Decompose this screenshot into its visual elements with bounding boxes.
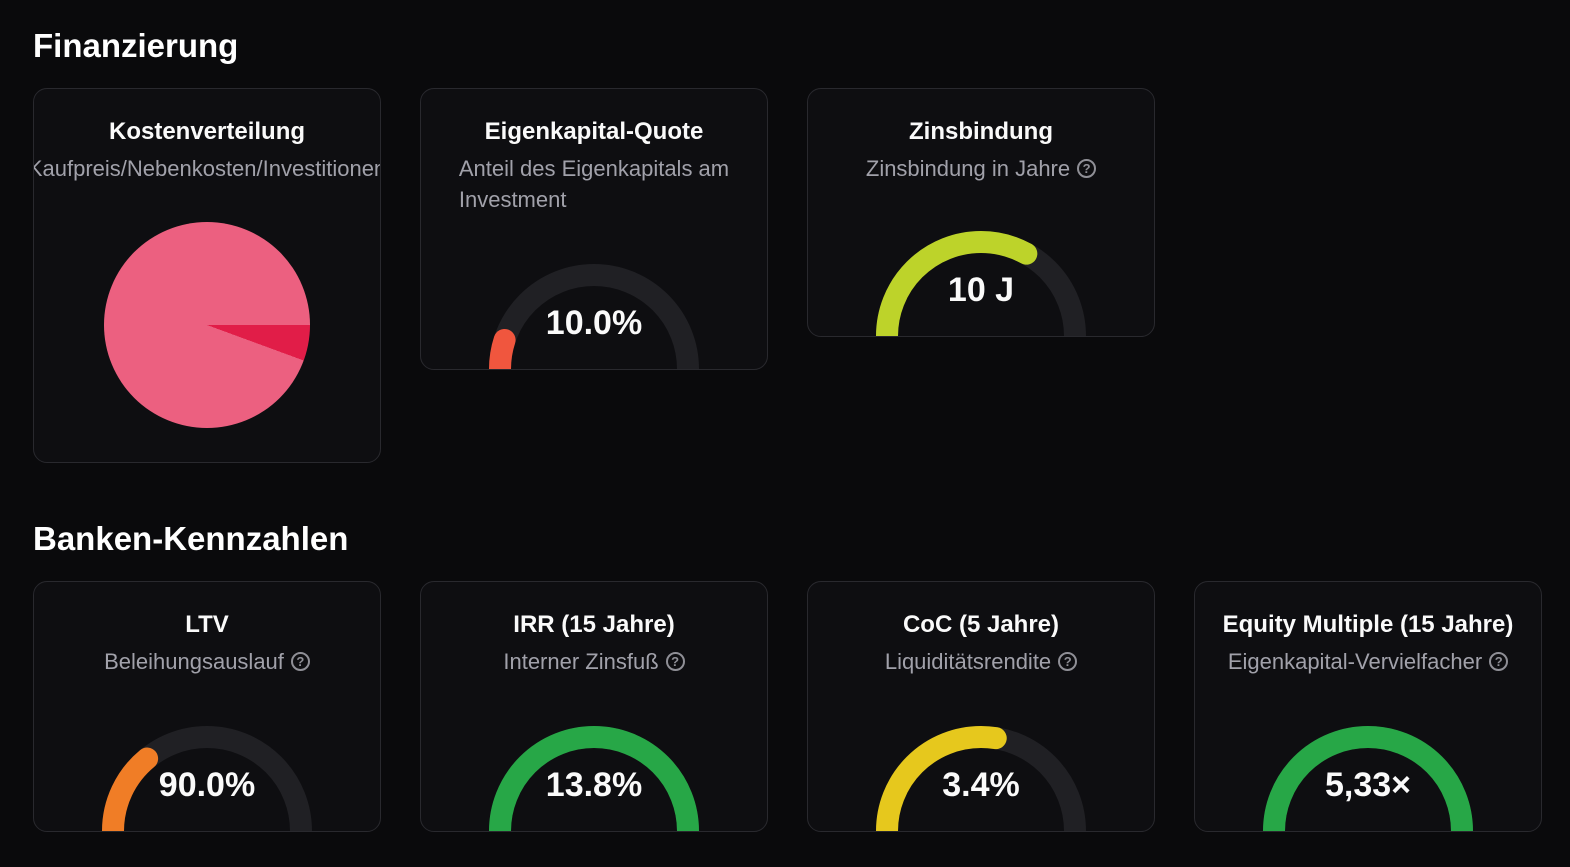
card-subtitle-text: Eigenkapital-Vervielfacher bbox=[1227, 649, 1483, 674]
card-subtitle-text: Beleihungsauslauf bbox=[104, 649, 284, 674]
gauge-value: 5,33× bbox=[1324, 766, 1412, 804]
card-kostenverteilung: Kostenverteilung Kaufpreis/Nebenkosten/I… bbox=[33, 88, 381, 463]
card-equity-multiple: Equity Multiple (15 Jahre) Eigenkapital-… bbox=[1194, 581, 1542, 832]
card-irr: IRR (15 Jahre) Interner Zinsfuß ? 13.8% bbox=[420, 581, 768, 832]
card-subtitle: Anteil des Eigenkapitals am Investment ? bbox=[421, 153, 767, 215]
section-heading-banken-kennzahlen: Banken-Kennzahlen bbox=[33, 520, 349, 557]
section-heading-finanzierung: Finanzierung bbox=[33, 27, 239, 64]
gauge-value: 10.0% bbox=[545, 304, 643, 342]
card-title: IRR (15 Jahre) bbox=[513, 611, 675, 638]
pie-chart bbox=[104, 222, 310, 428]
card-subtitle-text: Kaufpreis/Nebenkosten/Investitionen bbox=[33, 156, 381, 181]
card-subtitle: Liquiditätsrendite ? bbox=[808, 646, 1154, 677]
card-subtitle-text: Interner Zinsfuß bbox=[503, 649, 659, 674]
gauge-chart: 5,33× bbox=[1258, 721, 1478, 831]
section-banken-kennzahlen: Banken-Kennzahlen LTV Beleihungsauslauf … bbox=[33, 521, 1570, 832]
card-subtitle-text: Liquiditätsrendite bbox=[884, 649, 1052, 674]
gauge-arc bbox=[489, 264, 699, 369]
card-ltv: LTV Beleihungsauslauf ? 90.0% bbox=[33, 581, 381, 832]
help-icon[interactable]: ? bbox=[665, 652, 685, 671]
card-subtitle: Zinsbindung in Jahre ? bbox=[808, 153, 1154, 184]
gauge-value: 10 J bbox=[947, 271, 1015, 309]
dashboard: Finanzierung Kostenverteilung Kaufpreis/… bbox=[33, 28, 1570, 832]
cards-row-banken-kennzahlen: LTV Beleihungsauslauf ? 90.0% IRR (15 Ja… bbox=[33, 581, 1570, 832]
card-subtitle-text: Anteil des Eigenkapitals am Investment bbox=[458, 156, 730, 212]
card-subtitle: Beleihungsauslauf ? bbox=[34, 646, 380, 677]
card-title: Zinsbindung bbox=[909, 118, 1053, 145]
card-title: Eigenkapital-Quote bbox=[484, 118, 704, 145]
card-subtitle: Interner Zinsfuß ? bbox=[421, 646, 767, 677]
card-eigenkapital-quote: Eigenkapital-Quote Anteil des Eigenkapit… bbox=[420, 88, 768, 370]
gauge-chart: 3.4% bbox=[871, 721, 1091, 831]
card-subtitle: Kaufpreis/Nebenkosten/Investitionen ? bbox=[34, 153, 380, 184]
cards-row-finanzierung: Kostenverteilung Kaufpreis/Nebenkosten/I… bbox=[33, 88, 1570, 463]
gauge-arc bbox=[1263, 726, 1473, 831]
help-icon[interactable]: ? bbox=[1077, 159, 1097, 178]
card-coc: CoC (5 Jahre) Liquiditätsrendite ? 3.4% bbox=[807, 581, 1155, 832]
card-title: Equity Multiple (15 Jahre) bbox=[1222, 611, 1514, 638]
gauge-arc bbox=[876, 231, 1086, 336]
help-icon[interactable]: ? bbox=[1489, 652, 1509, 671]
gauge-value: 13.8% bbox=[545, 766, 643, 804]
card-title: CoC (5 Jahre) bbox=[902, 611, 1060, 638]
card-subtitle-text: Zinsbindung in Jahre bbox=[865, 156, 1071, 181]
gauge-chart: 10.0% bbox=[484, 259, 704, 369]
gauge-chart: 13.8% bbox=[484, 721, 704, 831]
section-finanzierung: Finanzierung Kostenverteilung Kaufpreis/… bbox=[33, 28, 1570, 463]
card-zinsbindung: Zinsbindung Zinsbindung in Jahre ? 10 J bbox=[807, 88, 1155, 337]
gauge-arc bbox=[876, 726, 1086, 831]
gauge-value: 90.0% bbox=[158, 766, 256, 804]
gauge-arc bbox=[489, 726, 699, 831]
gauge-value: 3.4% bbox=[942, 766, 1020, 804]
help-icon[interactable]: ? bbox=[290, 652, 310, 671]
card-title: Kostenverteilung bbox=[108, 118, 306, 145]
gauge-chart: 90.0% bbox=[97, 721, 317, 831]
gauge-arc bbox=[102, 726, 312, 831]
card-title: LTV bbox=[185, 611, 229, 638]
help-icon[interactable]: ? bbox=[1058, 652, 1078, 671]
card-subtitle: Eigenkapital-Vervielfacher ? bbox=[1195, 646, 1541, 677]
gauge-chart: 10 J bbox=[871, 226, 1091, 336]
